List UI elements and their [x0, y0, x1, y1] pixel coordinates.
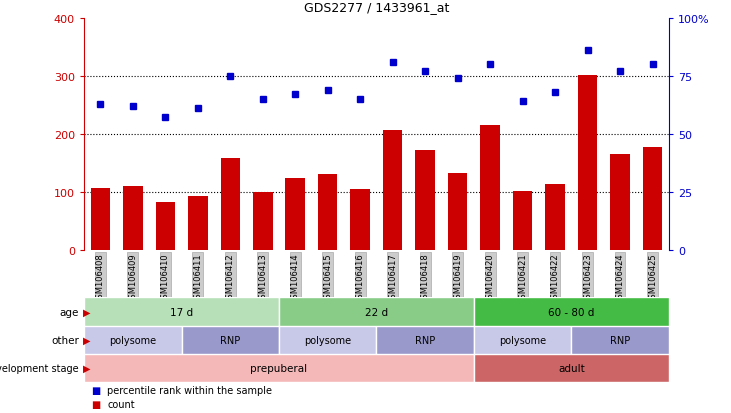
Text: 60 - 80 d: 60 - 80 d: [548, 307, 594, 317]
Text: polysome: polysome: [109, 335, 156, 345]
Bar: [448, 174, 467, 250]
Bar: [513, 191, 532, 250]
Text: ▶: ▶: [83, 307, 90, 317]
Text: polysome: polysome: [499, 335, 546, 345]
Text: GDS2277 / 1433961_at: GDS2277 / 1433961_at: [304, 2, 449, 14]
Bar: [474, 326, 572, 354]
Bar: [91, 188, 110, 250]
Bar: [474, 354, 669, 382]
Text: percentile rank within the sample: percentile rank within the sample: [107, 385, 273, 395]
Text: prepuberal: prepuberal: [251, 363, 308, 373]
Text: development stage: development stage: [0, 363, 79, 373]
Bar: [415, 151, 435, 250]
Text: count: count: [107, 399, 135, 409]
Bar: [84, 354, 474, 382]
Bar: [480, 126, 500, 250]
Text: 17 d: 17 d: [170, 307, 193, 317]
Bar: [610, 155, 630, 250]
Text: RNP: RNP: [415, 335, 436, 345]
Bar: [181, 326, 279, 354]
Bar: [188, 197, 208, 250]
Bar: [572, 326, 669, 354]
Bar: [474, 298, 669, 326]
Bar: [84, 298, 279, 326]
Bar: [123, 187, 143, 250]
Text: RNP: RNP: [220, 335, 240, 345]
Bar: [84, 326, 181, 354]
Bar: [383, 131, 403, 250]
Text: RNP: RNP: [610, 335, 630, 345]
Text: ■: ■: [91, 399, 101, 409]
Text: ▶: ▶: [83, 363, 90, 373]
Bar: [279, 298, 474, 326]
Text: other: other: [51, 335, 79, 345]
Text: 22 d: 22 d: [365, 307, 388, 317]
Bar: [318, 175, 338, 250]
Bar: [221, 159, 240, 250]
Text: polysome: polysome: [304, 335, 352, 345]
Text: ▶: ▶: [83, 335, 90, 345]
Bar: [253, 192, 273, 250]
Bar: [578, 75, 597, 250]
Bar: [286, 178, 305, 250]
Bar: [376, 326, 474, 354]
Bar: [545, 185, 565, 250]
Bar: [350, 190, 370, 250]
Bar: [279, 326, 376, 354]
Bar: [643, 147, 662, 250]
Text: ■: ■: [91, 385, 101, 395]
Text: age: age: [59, 307, 79, 317]
Bar: [156, 203, 175, 250]
Text: adult: adult: [558, 363, 585, 373]
